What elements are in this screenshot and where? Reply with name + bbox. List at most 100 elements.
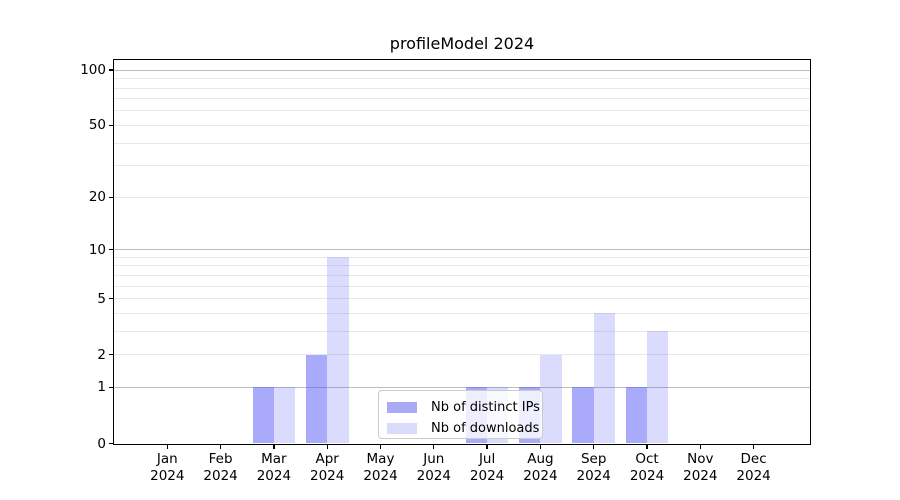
- x-tick-month: Mar: [261, 451, 287, 467]
- gridline-major: [114, 386, 810, 388]
- x-axis-tick: [699, 444, 701, 449]
- bar-nb-of-distinct-ips-sep: [572, 387, 594, 444]
- x-axis-tick-label: Mar 2024: [242, 451, 306, 485]
- legend-item-nb-of-distinct-ips: Nb of distinct IPs: [387, 397, 540, 418]
- legend: Nb of distinct IPs Nb of downloads: [378, 390, 543, 439]
- x-axis-tick: [326, 444, 328, 449]
- y-axis-tick-label: 20: [88, 189, 106, 206]
- gridline-minor: [114, 285, 810, 287]
- gridline-minor: [114, 142, 810, 144]
- chart-title: profileModel 2024: [389, 34, 535, 53]
- gridline-minor: [114, 256, 810, 258]
- x-tick-year: 2024: [523, 468, 558, 484]
- x-axis-tick-label: May 2024: [349, 451, 413, 485]
- gridline-minor: [114, 265, 810, 267]
- y-axis-tick: [109, 386, 113, 389]
- x-tick-month: Jan: [156, 451, 178, 467]
- y-axis-tick-label: 100: [80, 62, 106, 79]
- plot-area: [114, 60, 810, 444]
- x-tick-year: 2024: [683, 468, 718, 484]
- x-tick-year: 2024: [150, 468, 185, 484]
- gridline-minor: [114, 298, 810, 300]
- bar-nb-of-distinct-ips-mar: [252, 387, 274, 444]
- gridline-minor: [114, 78, 810, 80]
- y-axis-tick-label: 0: [97, 435, 106, 452]
- x-tick-year: 2024: [363, 468, 398, 484]
- x-axis-tick: [539, 444, 542, 449]
- gridline-minor: [114, 312, 810, 314]
- y-axis-tick-label: 50: [88, 117, 106, 134]
- x-tick-month: May: [366, 451, 395, 467]
- top-spine: [113, 58, 811, 60]
- x-axis-tick-label: Jul 2024: [455, 451, 519, 485]
- gridline-minor: [114, 165, 810, 167]
- x-tick-year: 2024: [576, 468, 611, 484]
- gridline-minor: [114, 354, 810, 356]
- x-axis-tick-label: Aug 2024: [508, 451, 572, 485]
- x-tick-year: 2024: [256, 468, 292, 484]
- legend-swatch-nb-of-downloads: [387, 423, 417, 434]
- legend-label: Nb of downloads: [431, 421, 540, 436]
- x-tick-month: Apr: [315, 451, 339, 467]
- bar-nb-of-distinct-ips-apr: [305, 354, 328, 444]
- x-axis-tick: [486, 444, 488, 449]
- x-tick-month: Sep: [580, 451, 607, 467]
- x-tick-year: 2024: [469, 468, 505, 484]
- y-axis-tick: [109, 442, 113, 445]
- x-tick-month: Feb: [208, 451, 233, 467]
- bar-nb-of-downloads-sep: [593, 313, 616, 444]
- x-axis-tick: [166, 444, 168, 449]
- y-axis-tick-label: 10: [88, 241, 106, 258]
- y-axis-tick-label: 1: [97, 379, 106, 396]
- right-spine: [810, 58, 812, 445]
- gridline-minor: [114, 330, 810, 332]
- x-axis-tick: [593, 444, 595, 449]
- x-tick-month: Dec: [740, 451, 767, 467]
- gridline-minor: [114, 98, 810, 100]
- x-axis-tick-label: Apr 2024: [295, 451, 359, 485]
- y-axis-tick: [109, 196, 113, 198]
- x-tick-year: 2024: [629, 468, 665, 484]
- x-axis-tick: [379, 444, 382, 449]
- x-tick-month: Aug: [527, 451, 554, 467]
- legend-item-nb-of-downloads: Nb of downloads: [387, 418, 539, 439]
- y-axis-tick-label: 5: [97, 290, 106, 307]
- x-axis-tick: [752, 444, 755, 449]
- gridline-minor: [114, 274, 810, 276]
- x-tick-month: Jun: [423, 451, 445, 467]
- y-axis-tick: [109, 248, 113, 251]
- x-axis-tick: [433, 444, 435, 449]
- x-axis-tick-label: Jun 2024: [402, 451, 466, 485]
- y-axis-tick: [109, 353, 113, 356]
- x-axis-tick: [219, 444, 222, 449]
- x-axis-tick-label: Oct 2024: [615, 451, 679, 485]
- gridline-major: [114, 249, 810, 251]
- x-axis-tick-label: Dec 2024: [722, 451, 786, 485]
- x-axis-spine: [113, 443, 811, 445]
- x-axis-tick-label: Sep 2024: [562, 451, 626, 485]
- x-axis-tick-label: Nov 2024: [668, 451, 732, 485]
- y-axis-tick-label: 2: [97, 346, 106, 363]
- bar-nb-of-distinct-ips-oct: [625, 387, 647, 444]
- bar-nb-of-downloads-apr: [327, 257, 349, 444]
- x-tick-month: Oct: [635, 451, 659, 467]
- bar-nb-of-downloads-oct: [647, 331, 669, 444]
- x-tick-month: Jul: [478, 451, 496, 467]
- y-axis-tick: [109, 297, 113, 300]
- gridline-major: [114, 69, 810, 71]
- gridline-minor: [114, 196, 810, 198]
- legend-label: Nb of distinct IPs: [431, 400, 540, 415]
- y-axis-tick: [109, 69, 113, 71]
- x-tick-month: Nov: [687, 451, 714, 467]
- gridline-minor: [114, 110, 810, 112]
- x-tick-year: 2024: [416, 468, 451, 484]
- legend-swatch-nb-of-distinct-ips: [387, 402, 417, 413]
- bar-nb-of-downloads-aug: [540, 354, 562, 444]
- y-axis-tick: [109, 124, 113, 127]
- bar-nb-of-downloads-mar: [273, 387, 296, 444]
- x-axis-tick-label: Jan 2024: [135, 451, 199, 485]
- x-axis-tick-label: Feb 2024: [189, 451, 253, 485]
- gridline-minor: [114, 124, 810, 126]
- x-tick-year: 2024: [736, 468, 771, 484]
